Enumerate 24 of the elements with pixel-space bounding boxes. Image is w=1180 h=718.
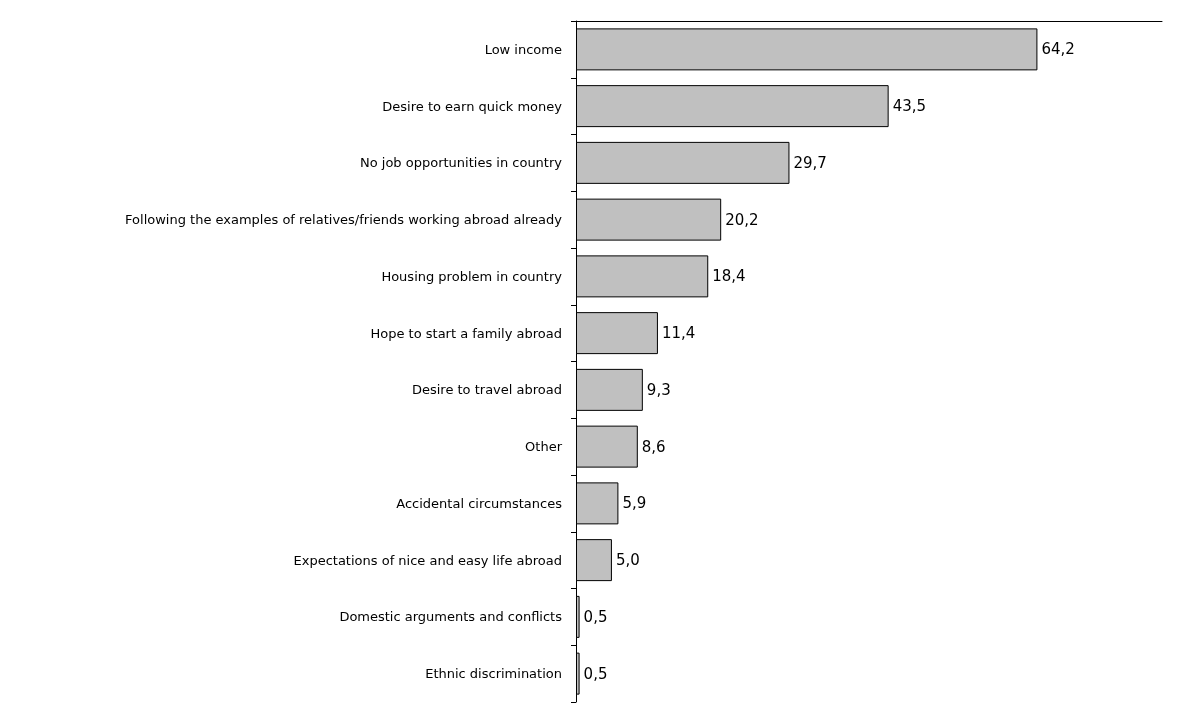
- y-tick-label: Following the examples of relatives/friends working abroad already: [125, 212, 563, 228]
- data-label: 0,5: [583, 607, 608, 626]
- y-tick-label: Hope to start a family abroad: [370, 325, 562, 341]
- data-label: 8,6: [641, 437, 666, 456]
- data-label: 9,3: [646, 380, 671, 399]
- data-label: 64,2: [1041, 40, 1075, 59]
- data-label: 11,4: [661, 324, 696, 343]
- data-label: 20,2: [725, 210, 759, 229]
- y-tick-label: Domestic arguments and conflicts: [339, 609, 563, 625]
- y-tick-label: No job opportunities in country: [359, 155, 563, 171]
- y-tick-label: Ethnic discrimination: [425, 666, 562, 682]
- data-label: 5,0: [615, 551, 640, 570]
- y-tick-label: Housing problem in country: [381, 268, 563, 284]
- y-tick-label: Accidental circumstances: [396, 495, 563, 511]
- y-tick-label: Expectations of nice and easy life abroad: [293, 552, 562, 568]
- y-tick-label: Low income: [484, 41, 562, 57]
- data-label: 29,7: [793, 153, 827, 172]
- y-tick-label: Desire to travel abroad: [411, 382, 562, 398]
- data-label: 0,5: [583, 664, 608, 683]
- y-tick-label: Other: [525, 439, 563, 455]
- y-tick-label: Desire to earn quick money: [382, 98, 563, 114]
- data-label: 18,4: [712, 267, 746, 286]
- data-label: 43,5: [892, 97, 927, 116]
- data-label: 5,9: [622, 494, 647, 513]
